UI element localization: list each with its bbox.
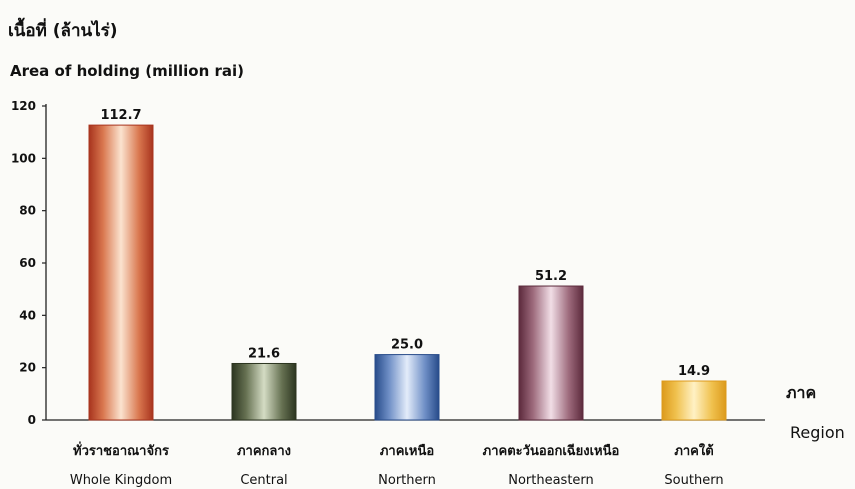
y-tick-label: 120 <box>11 99 36 113</box>
category-label-english: Northern <box>378 473 436 488</box>
bar-0 <box>88 124 154 421</box>
category-label-english: Northeastern <box>508 473 594 488</box>
category-label-english: Whole Kingdom <box>70 473 172 488</box>
value-label: 25.0 <box>391 338 423 353</box>
bar-2 <box>374 354 440 421</box>
y-tick-label: 100 <box>11 151 36 165</box>
bars <box>88 124 727 421</box>
y-axis-label: Area of holding (million rai) <box>10 62 244 80</box>
y-axis: 0 20 40 60 80 100 120 <box>11 99 765 427</box>
bar-4 <box>661 380 727 421</box>
category-label-thai: ทั่วราชอาณาจักร <box>73 441 169 459</box>
y-tick-label: 80 <box>19 204 36 218</box>
x-axis-label-thai: ภาค <box>786 383 816 402</box>
category-label-thai: ภาคเหนือ <box>380 443 434 459</box>
category-label-english: Central <box>240 473 287 488</box>
chart-title-thai: เนื้อที่ (ล้านไร่) <box>8 17 118 41</box>
category-label-thai: ภาคตะวันออกเฉียงเหนือ <box>483 443 620 459</box>
x-category-labels: ทั่วราชอาณาจักร Whole Kingdom ภาคกลาง Centr… <box>70 441 724 488</box>
bar-1 <box>231 362 297 421</box>
y-tick-label: 60 <box>19 256 36 270</box>
category-label-english: Southern <box>664 473 723 488</box>
value-label: 112.7 <box>100 108 141 123</box>
x-axis-label: Region <box>790 423 845 442</box>
bar-3 <box>518 285 584 421</box>
value-label: 51.2 <box>535 269 567 284</box>
y-tick-label: 20 <box>19 361 36 375</box>
y-tick-label: 0 <box>28 413 36 427</box>
category-label-thai: ภาคใต้ <box>674 442 713 459</box>
value-labels: 112.7 21.6 25.0 51.2 14.9 <box>100 108 710 379</box>
value-label: 14.9 <box>678 364 710 379</box>
category-label-thai: ภาคกลาง <box>237 444 291 459</box>
y-tick-label: 40 <box>19 308 36 322</box>
value-label: 21.6 <box>248 346 280 361</box>
